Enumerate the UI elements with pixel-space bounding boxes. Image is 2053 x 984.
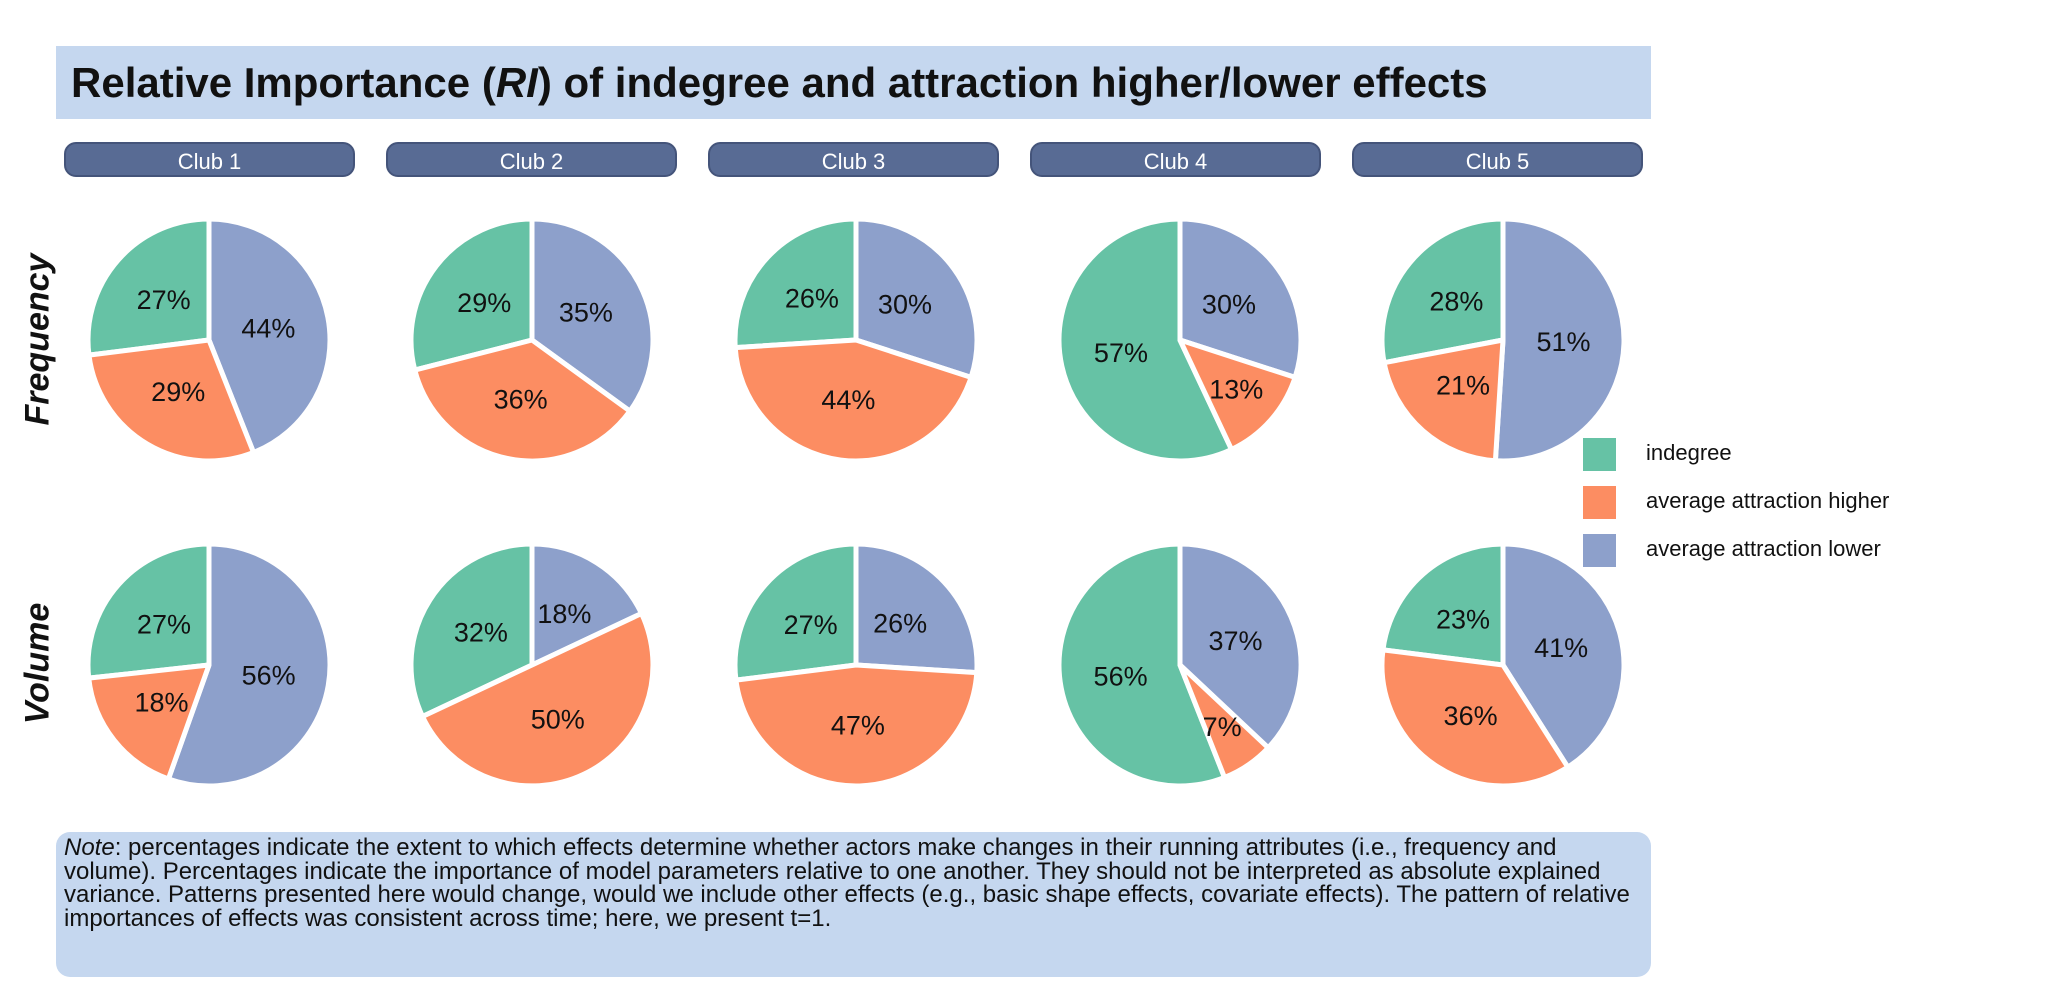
note-text: : percentages indicate the extent to whi… [64, 834, 1630, 932]
pie-label-lower: 41% [1534, 633, 1588, 663]
pie-label-indegree: 32% [454, 618, 508, 648]
pie-volume-club5: 23% 41% 36% [1379, 541, 1627, 789]
pie-label-higher: 47% [831, 710, 885, 740]
pie-label-lower: 30% [878, 289, 932, 319]
pie-label-lower: 51% [1536, 327, 1590, 357]
pie-slice-higher [1177, 662, 1271, 781]
pie-volume-club1: 27% 56% 18% [85, 541, 333, 789]
pie-label-lower: 26% [873, 609, 927, 639]
pie-slice-higher [86, 662, 212, 782]
pie-slice-indegree [1056, 216, 1235, 464]
pie-frequency-club1: 27% 44% 29% [85, 216, 333, 464]
pie-label-indegree: 27% [137, 610, 191, 640]
pie-frequency-club4: 57% 30% 13% [1056, 216, 1304, 464]
chart-title-box: Relative Importance (RI) of indegree and… [56, 46, 1651, 119]
club-strip-3: Club 3 [708, 142, 999, 177]
pie-label-higher: 18% [135, 688, 189, 718]
club-strip-2: Club 2 [386, 142, 677, 177]
pie-label-lower: 30% [1202, 289, 1256, 319]
pie-volume-club2: 32% 18% 50% [408, 541, 656, 789]
pie-slice-indegree [85, 541, 212, 681]
club-strip-1: Club 1 [64, 142, 355, 177]
pie-label-indegree: 23% [1436, 605, 1490, 635]
pie-slice-higher [1379, 647, 1571, 789]
pie-slice-lower [1177, 216, 1304, 380]
pie-label-higher: 7% [1203, 712, 1242, 742]
pie-slice-indegree [85, 216, 212, 358]
pie-slice-indegree [408, 541, 535, 720]
pie-slice-indegree [1380, 541, 1506, 668]
pie-label-indegree: 56% [1094, 661, 1148, 691]
pie-label-lower: 37% [1209, 626, 1263, 656]
pie-label-indegree: 29% [457, 288, 511, 318]
pie-label-lower: 18% [537, 599, 591, 629]
pie-slice-indegree [1056, 541, 1228, 789]
legend-swatch-higher [1583, 486, 1616, 519]
legend-item-higher: average attraction higher [1583, 486, 1983, 534]
pie-slice-higher [733, 662, 980, 789]
legend: indegree average attraction higher avera… [1583, 438, 1983, 582]
title-abbr: RI [495, 59, 538, 106]
pie-slice-lower [206, 216, 333, 456]
pie-slice-lower [529, 541, 644, 668]
pie-slice-lower [529, 216, 656, 414]
pie-label-indegree: 27% [784, 610, 838, 640]
pie-label-higher: 36% [494, 384, 548, 414]
pie-slice-indegree [732, 216, 859, 351]
pie-slice-lower [853, 541, 980, 676]
pie-label-indegree: 57% [1094, 338, 1148, 368]
pie-slice-higher [732, 337, 974, 464]
pie-slice-lower [165, 541, 333, 789]
note-lead: Note [64, 834, 115, 861]
pie-label-lower: 56% [242, 660, 296, 690]
title-suffix: ) of indegree and attraction higher/lowe… [537, 59, 1488, 106]
legend-label-indegree: indegree [1646, 440, 1732, 465]
pie-frequency-club3: 26% 30% 44% [732, 216, 980, 464]
note-box: Note: percentages indicate the extent to… [56, 832, 1651, 977]
pie-slice-higher [412, 337, 633, 464]
pie-label-higher: 29% [151, 377, 205, 407]
pie-slice-higher [1381, 337, 1506, 464]
pie-volume-club4: 56% 37% 7% [1056, 541, 1304, 789]
pie-label-higher: 50% [531, 705, 585, 735]
legend-label-higher: average attraction higher [1646, 488, 1890, 513]
pie-label-lower: 44% [241, 314, 295, 344]
pie-label-indegree: 27% [137, 285, 191, 315]
pie-label-lower: 35% [559, 298, 613, 328]
pie-volume-club3: 27% 26% 47% [732, 541, 980, 789]
pie-slice-lower [1492, 216, 1627, 464]
pie-label-higher: 44% [821, 385, 875, 415]
pie-label-indegree: 28% [1429, 286, 1483, 316]
club-strip-4: Club 4 [1030, 142, 1321, 177]
legend-item-indegree: indegree [1583, 438, 1983, 486]
legend-swatch-lower [1583, 534, 1616, 567]
pie-slice-higher [1177, 337, 1298, 452]
legend-swatch-indegree [1583, 438, 1616, 471]
pie-slice-lower [1177, 541, 1304, 751]
chart-title: Relative Importance (RI) of indegree and… [71, 46, 1651, 119]
pie-slice-indegree [408, 216, 535, 373]
legend-item-lower: average attraction lower [1583, 534, 1983, 582]
legend-label-lower: average attraction lower [1646, 536, 1881, 561]
pie-label-higher: 36% [1444, 701, 1498, 731]
club-strip-5: Club 5 [1352, 142, 1643, 177]
pie-frequency-club2: 29% 35% 36% [408, 216, 656, 464]
pie-label-higher: 13% [1209, 375, 1263, 405]
pie-slice-lower [853, 216, 980, 380]
pie-slice-higher [420, 610, 656, 789]
pie-slice-indegree [1379, 216, 1506, 366]
pie-label-indegree: 26% [785, 284, 839, 314]
pie-label-higher: 21% [1436, 370, 1490, 400]
pie-frequency-club5: 28% 51% 21% [1379, 216, 1627, 464]
title-prefix: Relative Importance ( [71, 59, 496, 106]
pie-slice-higher [86, 337, 257, 464]
pie-slice-indegree [732, 541, 859, 683]
